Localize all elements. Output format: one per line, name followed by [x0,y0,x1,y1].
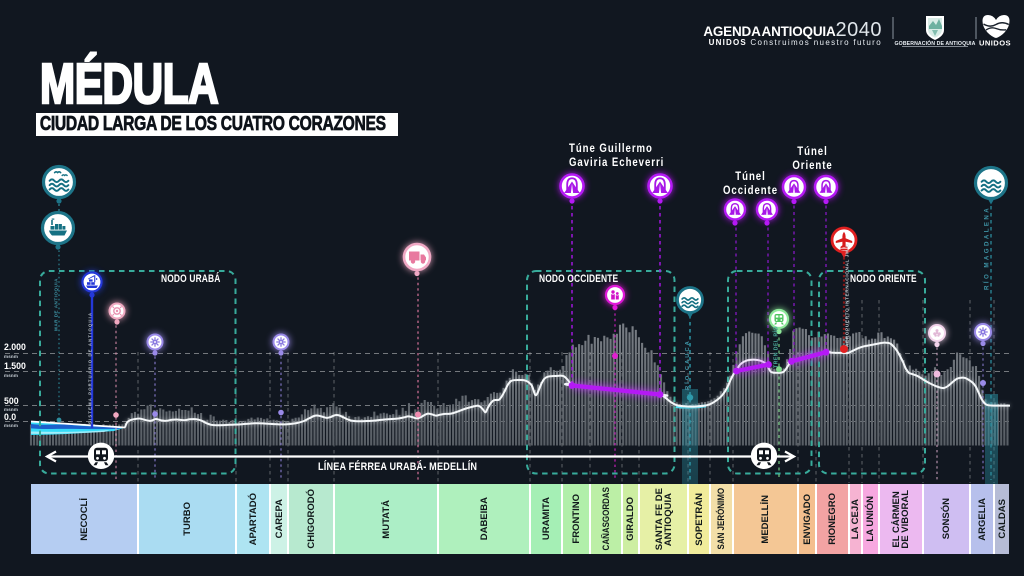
svg-text:MAR DE ANTIOQUIA: MAR DE ANTIOQUIA [54,278,59,331]
svg-text:RÍO MAGDALENA: RÍO MAGDALENA [982,206,990,290]
svg-text:GOBERNACIÓN DE ANTIOQUIA: GOBERNACIÓN DE ANTIOQUIA [895,39,976,47]
svg-text:UNIDOS: UNIDOS [979,39,1011,48]
svg-text:RÍO CAUCA: RÍO CAUCA [683,339,691,390]
svg-text:AEROPUERTO INTERNACIONAL JM C: AEROPUERTO INTERNACIONAL JM C [845,244,851,347]
svg-text:SISTEMA PORTUARIO DE ANTIOQUIA: SISTEMA PORTUARIO DE ANTIOQUIA [88,312,93,424]
svg-text:TREN DEL RÍO: TREN DEL RÍO [772,326,780,368]
